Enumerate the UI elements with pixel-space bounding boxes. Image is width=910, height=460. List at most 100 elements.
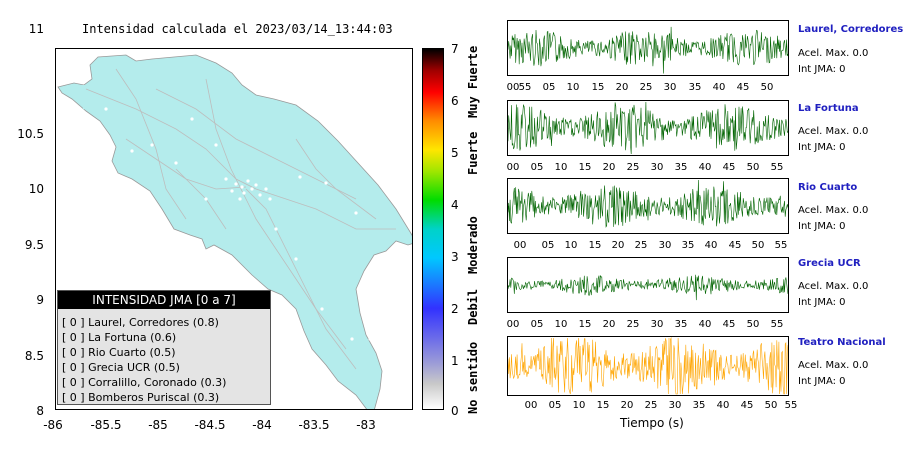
- intensity-colorbar: [422, 48, 444, 410]
- colorbar-number: 6: [451, 94, 459, 108]
- tick: 35: [692, 400, 706, 411]
- tick: 25: [626, 162, 640, 173]
- colorbar-number: 4: [451, 198, 459, 212]
- station-info: Acel. Max. 0.0 Int JMA: 0: [798, 358, 868, 390]
- trace-ticks: 00 05 10 15 20 25 30 35 40 45 50 55: [507, 82, 789, 96]
- legend-row: [ 0 ] Rio Cuarto (0.5): [62, 346, 176, 359]
- tick: 15: [591, 82, 605, 93]
- waveform-fortuna: [508, 101, 788, 155]
- station-name-fortuna: La Fortuna: [798, 103, 859, 114]
- x-tick-label: -85.5: [90, 418, 122, 432]
- y-tick-label: 10: [28, 182, 44, 196]
- tick: 25: [634, 240, 648, 251]
- trace-panel-riocuarto: [507, 178, 789, 234]
- tick: 05: [530, 319, 544, 330]
- tick: 10: [554, 162, 568, 173]
- tick: 40: [716, 400, 730, 411]
- tick: 20: [602, 319, 616, 330]
- station-name-riocuarto: Rio Cuarto: [798, 182, 858, 193]
- tick: 40: [698, 162, 712, 173]
- trace-panel-grecia: [507, 257, 789, 313]
- tick: 55: [770, 319, 784, 330]
- tick: 30: [658, 240, 672, 251]
- tick: 25: [626, 319, 640, 330]
- colorbar-label: Debil: [466, 288, 480, 325]
- x-tick-label: -83: [356, 418, 376, 432]
- waveform-laurel: [508, 26, 788, 74]
- tick: 30: [650, 319, 664, 330]
- tick: 00: [506, 82, 520, 93]
- tick: 00: [506, 319, 520, 330]
- trace-panel-teatro: [507, 336, 789, 396]
- tick: 55: [770, 162, 784, 173]
- tick: 05: [542, 82, 556, 93]
- y-tick-label: 9.5: [24, 238, 44, 252]
- waveform-riocuarto: [508, 179, 788, 228]
- tick: 35: [674, 319, 688, 330]
- tick: 20: [611, 240, 625, 251]
- waveform-teatro: [508, 337, 788, 395]
- station-info: Acel. Max. 0.0 Int JMA: 0: [798, 203, 868, 235]
- y-tick-label: 8: [36, 404, 44, 418]
- map-title: Intensidad calculada el 2023/03/14_13:44…: [82, 22, 393, 36]
- tick: 55: [784, 400, 798, 411]
- trace-ticks: 00 05 10 15 20 25 30 35 40 45 50 55: [507, 400, 798, 414]
- colorbar-number: 7: [451, 42, 459, 56]
- tick: 30: [650, 162, 664, 173]
- colorbar-number: 2: [451, 302, 459, 316]
- tick: 55: [774, 240, 788, 251]
- tick: 45: [740, 400, 754, 411]
- acel-max: Acel. Max. 0.0: [798, 126, 869, 137]
- acel-max: Acel. Max. 0.0: [798, 281, 869, 292]
- x-tick-label: -86: [43, 418, 63, 432]
- costa-rica-landmass: [57, 54, 412, 409]
- tick: 40: [712, 82, 726, 93]
- trace-ticks: 00 05 10 15 20 25 30 35 40 45 50 55: [507, 162, 789, 176]
- tick: 20: [615, 82, 629, 93]
- x-tick-label: -84.5: [194, 418, 226, 432]
- seismogram-trace: [508, 101, 788, 155]
- y-tick-label: 10.5: [17, 127, 44, 141]
- x-tick-label: -84: [252, 418, 272, 432]
- station-name-laurel: Laurel, Corredores: [798, 24, 904, 35]
- trace-ticks: 00 05 10 15 20 25 30 35 40 45 50 55: [507, 319, 789, 333]
- tick: 50: [746, 319, 760, 330]
- waveform-grecia: [508, 274, 788, 301]
- costa-rica-map-svg: [57, 54, 412, 409]
- station-info: Acel. Max. 0.0 Int JMA: 0: [798, 46, 868, 78]
- tick: 15: [578, 319, 592, 330]
- tick: 20: [602, 162, 616, 173]
- colorbar-number: 5: [451, 146, 459, 160]
- seismogram-trace: [508, 274, 788, 301]
- seismogram-trace: [508, 179, 788, 228]
- tick: 00: [524, 400, 538, 411]
- colorbar-number: 0: [451, 404, 459, 418]
- legend-row: [ 0 ] Corralillo, Coronado (0.3): [62, 376, 227, 389]
- tick: 30: [668, 400, 682, 411]
- tick: 50: [751, 240, 765, 251]
- tick: 45: [736, 82, 750, 93]
- trace-ticks: 00 05 10 15 20 25 30 35 40 45 50 55: [507, 240, 789, 254]
- tick: 40: [704, 240, 718, 251]
- int-jma: Int JMA: 0: [798, 221, 846, 232]
- time-axis-label: Tiempo (s): [620, 416, 684, 430]
- acel-max: Acel. Max. 0.0: [798, 205, 869, 216]
- tick: 15: [596, 400, 610, 411]
- tick: 45: [722, 319, 736, 330]
- acel-max: Acel. Max. 0.0: [798, 48, 869, 59]
- int-jma: Int JMA: 0: [798, 64, 846, 75]
- int-jma: Int JMA: 0: [798, 142, 846, 153]
- legend-row: [ 0 ] Grecia UCR (0.5): [62, 361, 180, 374]
- station-info: Acel. Max. 0.0 Int JMA: 0: [798, 279, 868, 311]
- tick: 25: [639, 82, 653, 93]
- trace-panel-laurel: [507, 20, 789, 76]
- tick: 35: [681, 240, 695, 251]
- tick: 10: [554, 319, 568, 330]
- int-jma: Int JMA: 0: [798, 376, 846, 387]
- tick: 50: [760, 82, 774, 93]
- tick: 35: [674, 162, 688, 173]
- colorbar-number: 3: [451, 250, 459, 264]
- tick: 10: [566, 82, 580, 93]
- tick: 00: [513, 240, 527, 251]
- legend-row: [ 0 ] Bomberos Puriscal (0.3): [62, 391, 220, 404]
